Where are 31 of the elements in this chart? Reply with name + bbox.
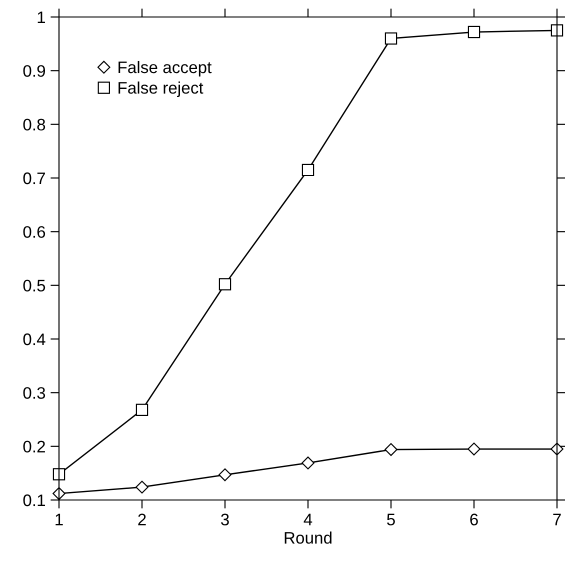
point (136, 480, 148, 494)
point (302, 164, 314, 176)
y-tick-label: 0.9 (23, 65, 46, 77)
y-tick-label: 0.5 (23, 280, 46, 292)
point (384, 443, 398, 456)
x-tick-label: 5 (387, 514, 395, 526)
point (468, 442, 480, 456)
y-tick-label: 0.3 (23, 387, 46, 399)
legend-label: False accept (118, 60, 212, 77)
x-tick-label: 1 (56, 514, 63, 526)
point (302, 456, 314, 470)
y-tick-label: 0.2 (23, 440, 45, 453)
x-axis-title: Round (284, 532, 332, 544)
x-tick-label: 4 (304, 514, 312, 526)
point (52, 468, 66, 480)
y-tick-label: 0.6 (23, 226, 46, 238)
legend-label: False reject (118, 82, 204, 98)
y-tick-label: 0.8 (23, 118, 46, 131)
x-tick-label: 7 (553, 514, 561, 526)
x-tick-label: 3 (221, 514, 229, 526)
point (468, 26, 480, 38)
y-tick-label: 0.7 (23, 172, 45, 184)
point (218, 468, 232, 482)
point (218, 278, 232, 290)
point (136, 404, 148, 416)
x-tick-label: 2 (138, 514, 146, 526)
y-tick-label: 0.1 (23, 494, 45, 506)
y-tick-label: 1 (38, 12, 45, 24)
point (384, 32, 398, 45)
y-tick-label: 0.4 (23, 333, 46, 346)
x-tick-label: 6 (470, 514, 478, 526)
